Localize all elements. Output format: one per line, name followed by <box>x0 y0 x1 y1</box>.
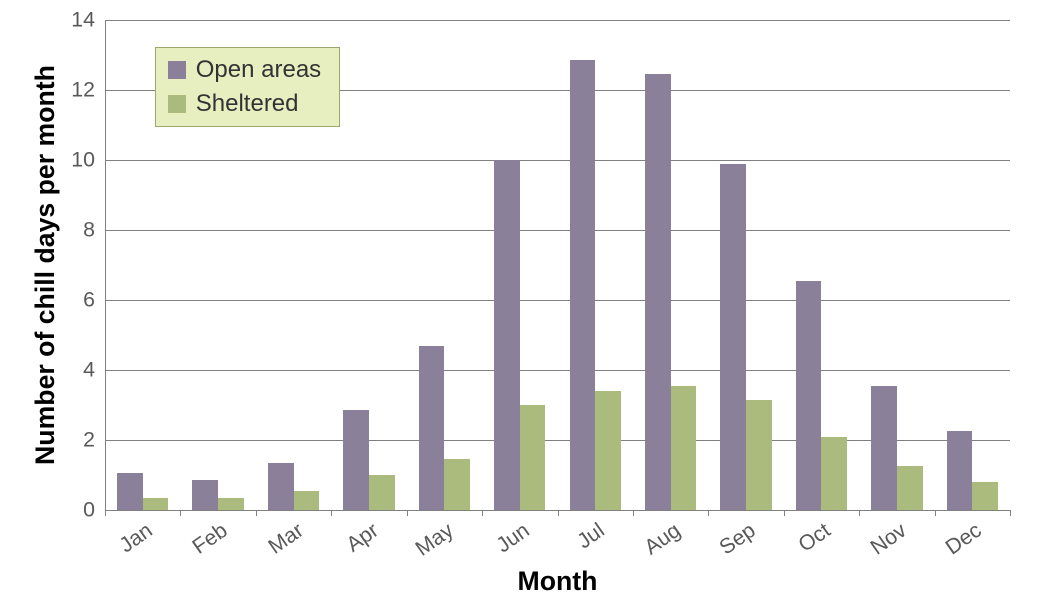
x-tick-mark <box>633 510 634 516</box>
x-tick-mark <box>784 510 785 516</box>
legend-label: Open areas <box>196 56 321 84</box>
x-tick-mark <box>105 510 106 516</box>
bar <box>294 491 320 510</box>
bar <box>595 391 621 510</box>
x-tick-mark <box>331 510 332 516</box>
legend-item: Open areas <box>168 56 321 84</box>
bar <box>796 281 822 510</box>
legend-swatch <box>168 95 186 113</box>
bar <box>343 410 369 510</box>
bar <box>218 498 244 510</box>
y-tick-label: 12 <box>71 78 95 103</box>
gridline <box>105 230 1010 231</box>
x-tick-label: Apr <box>342 518 384 558</box>
bar <box>520 405 546 510</box>
bar <box>117 473 143 510</box>
bar <box>494 160 520 510</box>
x-tick-label: Jun <box>492 518 535 558</box>
bar <box>645 74 671 510</box>
x-tick-mark <box>180 510 181 516</box>
gridline <box>105 20 1010 21</box>
y-tick-label: 10 <box>71 148 95 173</box>
x-tick-mark <box>935 510 936 516</box>
x-tick-label: Oct <box>794 518 836 558</box>
x-tick-label: Feb <box>188 518 232 560</box>
bar <box>570 60 596 510</box>
chill-days-chart: 0 2 4 6 8 10 12 14 Jan Feb Mar Apr May Jun Jul Aug Sep Oc… <box>0 0 1040 611</box>
y-axis-line <box>105 20 106 510</box>
x-tick-mark <box>708 510 709 516</box>
bar <box>720 164 746 511</box>
bar <box>143 498 169 510</box>
x-tick-label: Nov <box>866 518 911 560</box>
bar <box>419 346 445 511</box>
x-tick-label: May <box>411 518 458 562</box>
y-tick-label: 4 <box>83 358 95 383</box>
bar <box>444 459 470 510</box>
gridline <box>105 160 1010 161</box>
x-tick-label: Jul <box>573 518 610 554</box>
legend-swatch <box>168 61 186 79</box>
x-tick-label: Mar <box>263 518 307 560</box>
y-tick-label: 0 <box>83 498 95 523</box>
x-tick-mark <box>859 510 860 516</box>
bar <box>972 482 998 510</box>
bar <box>671 386 697 510</box>
bar <box>192 480 218 510</box>
y-tick-label: 6 <box>83 288 95 313</box>
legend-item: Sheltered <box>168 90 321 118</box>
bar <box>821 437 847 511</box>
y-tick-label: 8 <box>83 218 95 243</box>
x-tick-mark <box>407 510 408 516</box>
y-tick-label: 2 <box>83 428 95 453</box>
x-tick-mark <box>256 510 257 516</box>
bar <box>897 466 923 510</box>
x-tick-mark <box>1010 510 1011 516</box>
legend-label: Sheltered <box>196 90 299 118</box>
bar <box>268 463 294 510</box>
x-tick-mark <box>558 510 559 516</box>
bar <box>947 431 973 510</box>
legend: Open areas Sheltered <box>155 47 340 127</box>
x-tick-label: Jan <box>115 518 158 558</box>
y-axis-title: Number of chill days per month <box>30 65 61 465</box>
bar <box>871 386 897 510</box>
bar <box>369 475 395 510</box>
x-axis-title: Month <box>518 566 598 597</box>
gridline <box>105 300 1010 301</box>
x-tick-label: Sep <box>715 518 760 560</box>
y-tick-label: 14 <box>71 8 95 33</box>
bar <box>746 400 772 510</box>
gridline <box>105 370 1010 371</box>
x-tick-label: Dec <box>941 518 986 560</box>
x-tick-label: Aug <box>640 518 685 560</box>
x-tick-mark <box>482 510 483 516</box>
